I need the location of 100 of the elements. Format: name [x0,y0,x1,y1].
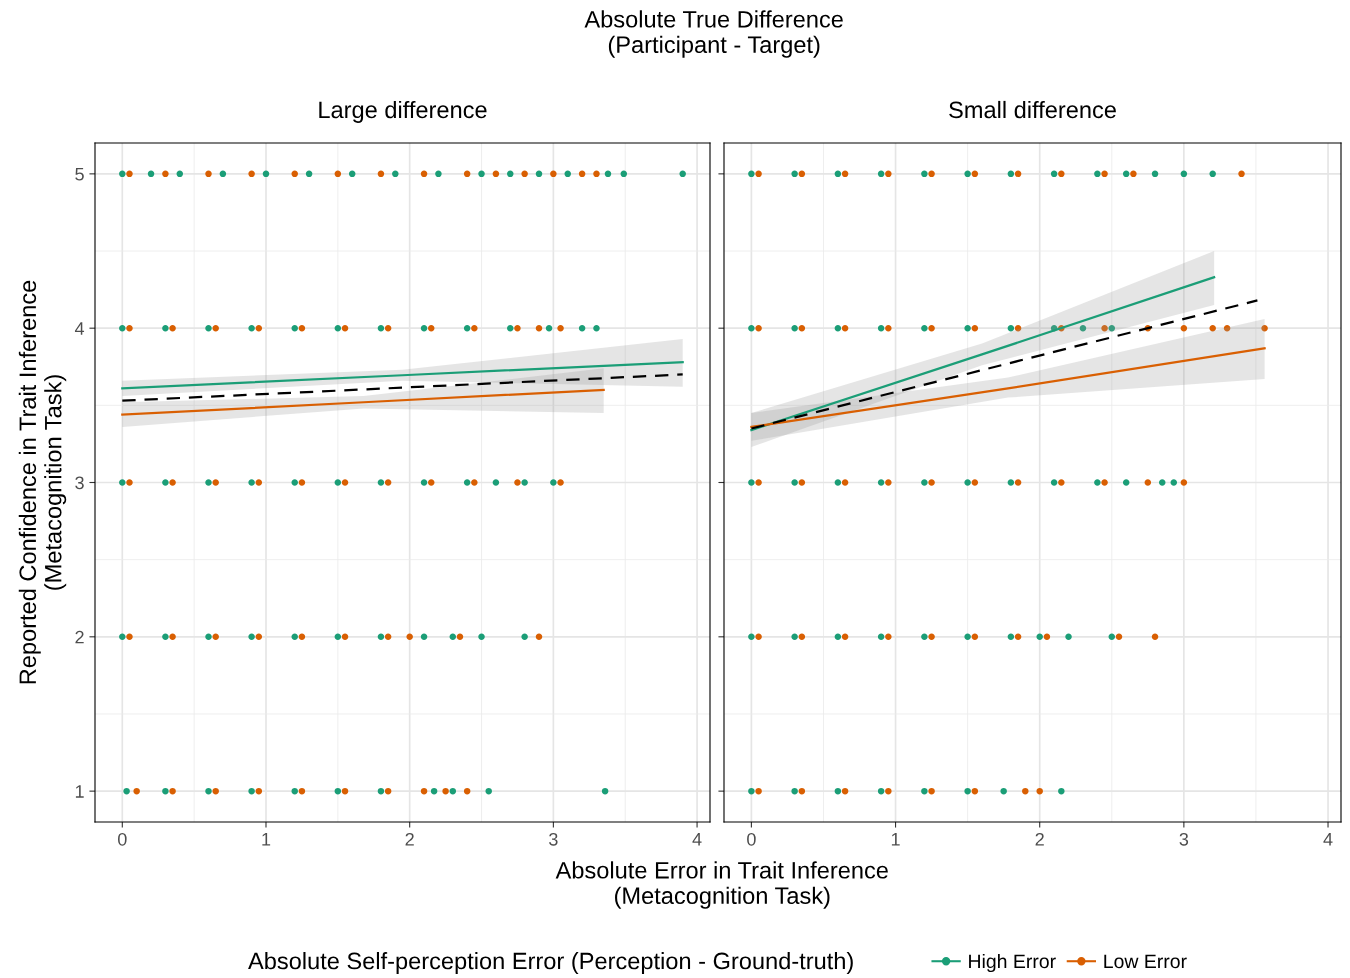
point [1170,479,1178,486]
point [1007,170,1015,178]
point [169,479,176,486]
point [748,787,755,795]
point [384,324,392,332]
point [971,170,979,178]
point [255,324,263,332]
x-tick-label: 1 [891,833,900,846]
point [1122,479,1130,486]
point [748,324,755,332]
point [578,170,586,178]
point [1050,479,1058,486]
point [1101,324,1108,332]
point [971,479,979,486]
point [212,479,219,486]
point [964,787,971,795]
point [1108,633,1116,641]
y-tick-label: 3 [75,476,84,490]
point [1158,479,1166,486]
point [1079,324,1087,332]
point [442,787,449,795]
point [212,787,219,795]
point [928,787,935,795]
point [463,787,471,795]
point [169,633,176,641]
x-tick-label: 1 [262,833,271,846]
point [341,479,349,486]
point [1101,479,1108,486]
point [921,633,928,641]
point [755,787,762,795]
point [885,787,892,795]
point [384,479,392,486]
point [427,479,435,486]
point [1036,787,1043,795]
point [834,324,842,332]
y-tick-label: 4 [74,322,85,335]
point [885,170,892,178]
point [971,633,979,641]
point [748,479,755,486]
point [1065,633,1072,641]
point [1014,324,1022,332]
point [877,633,885,641]
point [1115,633,1123,641]
y-tick-label: 5 [75,167,84,181]
point [971,324,979,332]
point [514,479,521,486]
point [521,170,528,178]
point [1058,787,1065,795]
point [1151,633,1159,641]
point [921,324,928,332]
point [162,170,169,178]
point [1180,170,1188,178]
point [341,787,349,795]
point [255,633,263,641]
point [1223,324,1231,332]
point [841,787,849,795]
point [791,633,798,641]
point [212,324,219,332]
point [971,787,979,795]
point [791,324,798,332]
point [928,633,935,641]
x-tick-label: 4 [692,833,702,846]
point [1209,170,1216,178]
point [798,633,806,641]
point [1180,324,1188,332]
point [964,479,971,486]
x-tick-label: 2 [405,832,414,846]
point [212,633,219,641]
y-tick-label: 1 [75,785,84,798]
point [1058,479,1065,486]
point [341,324,349,332]
legend-label: Low Error [1104,954,1187,969]
point [1122,170,1130,178]
point [126,170,133,178]
point [964,633,971,641]
point [406,633,413,641]
legend-label: High Error [969,953,1056,973]
point [928,170,935,178]
point [928,479,935,486]
point [755,324,762,332]
point [1101,170,1108,178]
point [798,324,806,332]
point [1108,324,1116,332]
point [885,633,892,641]
point [169,324,176,332]
point [841,479,849,486]
x-tick-label: 4 [1323,833,1333,846]
point [291,170,298,178]
point [885,324,892,332]
point [126,633,133,641]
point [791,479,798,486]
point [791,170,798,178]
point [427,324,435,332]
point [298,633,306,641]
point [841,633,849,641]
point [834,479,842,486]
point [877,324,885,332]
point [921,479,928,486]
point [798,787,806,795]
point [384,787,392,795]
